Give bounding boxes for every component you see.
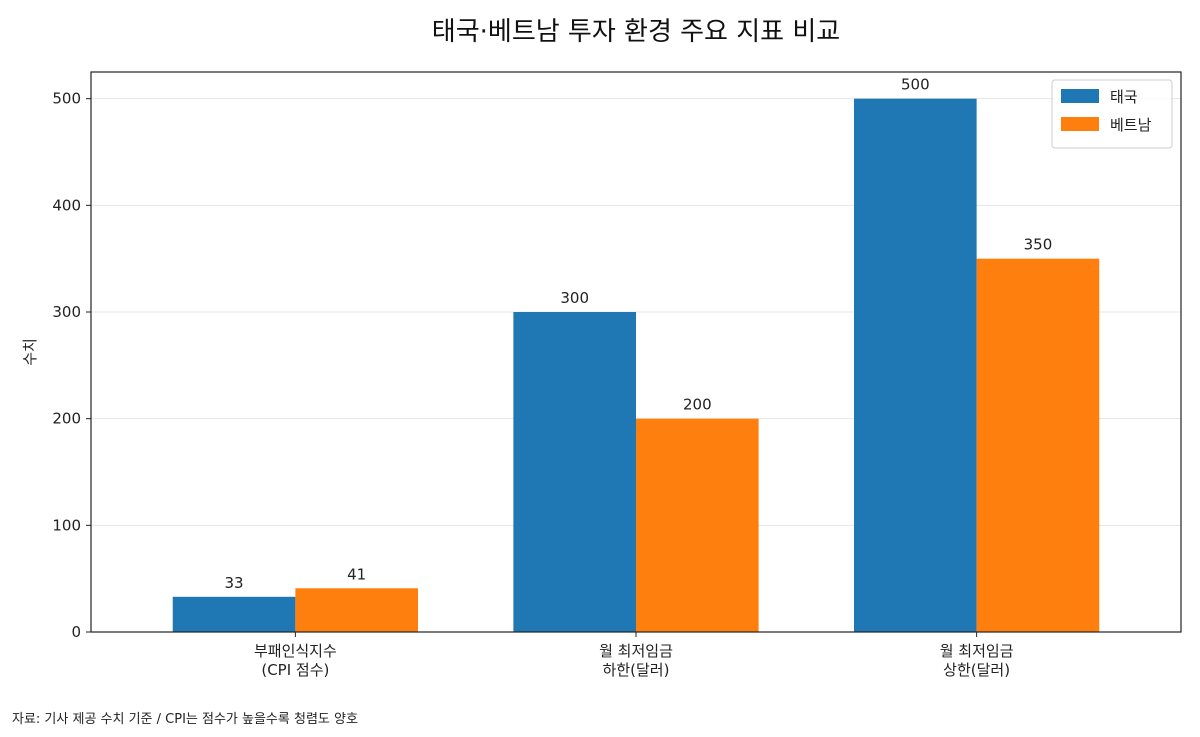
- y-tick-label: 500: [52, 90, 81, 108]
- legend-label: 베트남: [1110, 116, 1152, 134]
- plot-frame: [90, 71, 1182, 633]
- y-axis-label: 수치: [21, 338, 39, 366]
- bar-베트남: [976, 258, 1100, 632]
- y-tick-label: 400: [52, 196, 81, 214]
- data-label: 350: [1024, 236, 1053, 254]
- y-tick-label: 100: [52, 516, 81, 534]
- legend-swatch: [1061, 117, 1099, 131]
- legend-label: 태국: [1110, 88, 1138, 106]
- data-label: 41: [347, 565, 366, 583]
- chart-title: 태국·베트남 투자 환경 주요 지표 비교: [432, 17, 840, 47]
- bar-태국: [172, 596, 296, 632]
- legend-swatch: [1061, 89, 1099, 103]
- x-tick-label: 월 최저임금: [940, 642, 1014, 660]
- y-tick-label: 200: [52, 410, 81, 428]
- bar-베트남: [636, 418, 759, 632]
- x-tick-label: (CPI 점수): [261, 661, 329, 679]
- bars: [172, 98, 1100, 632]
- x-tick-label: 부패인식지수: [254, 642, 337, 660]
- x-tick-label: 상한(달러): [943, 661, 1010, 679]
- bar-태국: [513, 312, 636, 632]
- y-tick-label: 300: [52, 303, 81, 321]
- y-tick-label: 0: [71, 623, 81, 641]
- bar-태국: [854, 98, 977, 632]
- bar-베트남: [295, 588, 418, 632]
- data-label: 200: [683, 396, 712, 414]
- data-label: 300: [560, 289, 589, 307]
- data-label: 500: [901, 76, 930, 94]
- x-tick-label: 월 최저임금: [599, 642, 673, 660]
- data-label: 33: [225, 574, 244, 592]
- x-tick-label: 하한(달러): [603, 661, 670, 679]
- data-labels: 33 41 300 200 500 350: [225, 76, 1053, 592]
- source-footnote: 자료: 기사 제공 수치 기준 / CPI는 점수가 높을수록 청렴도 양호: [12, 712, 358, 727]
